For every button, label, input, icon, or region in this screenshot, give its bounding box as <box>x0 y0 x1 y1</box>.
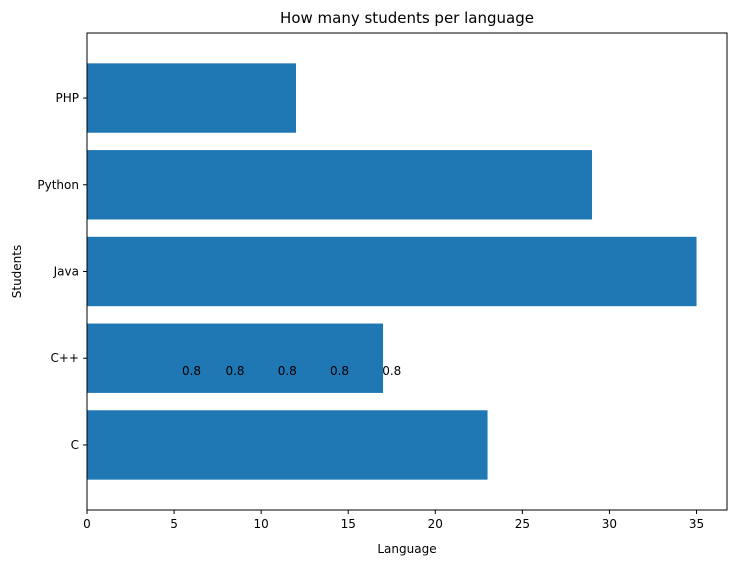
x-axis-ticks: 0 5 10 15 20 25 30 35 <box>83 510 704 531</box>
bar-annotation: 0.8 <box>330 364 349 378</box>
bar-c <box>87 410 488 480</box>
bars-group <box>87 63 697 480</box>
chart-title: How many students per language <box>280 9 534 27</box>
x-tick-label: 5 <box>170 517 178 531</box>
y-tick-label: C++ <box>51 351 80 365</box>
x-tick-label: 15 <box>341 517 356 531</box>
x-axis-label: Language <box>377 542 436 556</box>
bar-annotation: 0.8 <box>278 364 297 378</box>
x-tick-label: 30 <box>602 517 617 531</box>
annotations-group: 0.8 0.8 0.8 0.8 0.8 <box>182 364 401 378</box>
y-tick-label: Python <box>37 178 79 192</box>
bar-cpp <box>87 323 384 393</box>
bar-python <box>87 150 593 220</box>
bar-annotation: 0.8 <box>382 364 401 378</box>
y-tick-label: Java <box>53 265 79 279</box>
x-tick-label: 0 <box>83 517 91 531</box>
bar-php <box>87 63 296 133</box>
y-tick-label: PHP <box>56 91 80 105</box>
x-tick-label: 35 <box>689 517 704 531</box>
y-tick-label: C <box>71 438 79 452</box>
bar-annotation: 0.8 <box>225 364 244 378</box>
y-axis-ticks: C C++ Java Python PHP <box>37 91 87 452</box>
x-tick-label: 25 <box>515 517 530 531</box>
bar-java <box>87 236 697 307</box>
bar-annotation: 0.8 <box>182 364 201 378</box>
x-tick-label: 10 <box>254 517 269 531</box>
x-tick-label: 20 <box>428 517 443 531</box>
y-axis-label: Students <box>10 245 24 299</box>
